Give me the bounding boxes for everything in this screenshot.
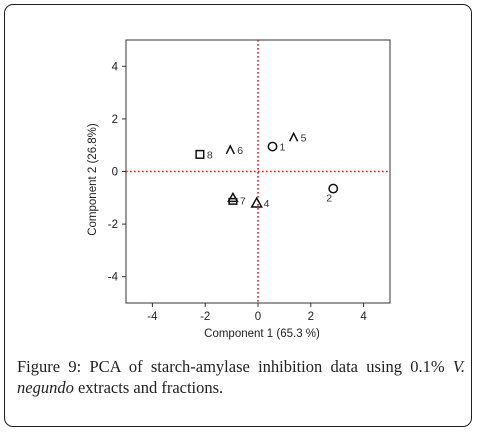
triangle-marker bbox=[227, 191, 239, 203]
y-tick-label: -4 bbox=[108, 272, 119, 284]
data-point-2: 2 bbox=[326, 183, 339, 205]
point-label: 8 bbox=[207, 149, 213, 161]
chevron-marker bbox=[225, 144, 235, 155]
y-tick-label: 0 bbox=[112, 167, 118, 179]
triangle-marker bbox=[250, 196, 263, 208]
reference-lines bbox=[126, 40, 390, 303]
point-label: 1 bbox=[280, 142, 286, 154]
data-point-8: 8 bbox=[195, 149, 213, 161]
point-label: 7 bbox=[240, 195, 246, 207]
square-marker bbox=[195, 149, 205, 159]
x-axis-label: Component 1 (65.3 %) bbox=[204, 328, 320, 340]
point-label: 4 bbox=[264, 198, 270, 210]
y-tick-label: -2 bbox=[108, 219, 118, 231]
data-point-5: 5 bbox=[288, 131, 307, 144]
x-tick-label: 4 bbox=[360, 311, 367, 323]
x-tick-label: 2 bbox=[308, 311, 314, 323]
y-axis-label: Component 2 (26.8%) bbox=[87, 123, 99, 236]
y-tick-label: 2 bbox=[112, 114, 118, 126]
x-tick-label: -2 bbox=[200, 311, 210, 323]
caption-species-name: negundo bbox=[17, 378, 74, 397]
point-label: 2 bbox=[326, 193, 332, 205]
x-tick-label: 0 bbox=[255, 311, 261, 323]
point-label: 5 bbox=[301, 132, 307, 144]
data-point-4: 4 bbox=[250, 196, 270, 210]
data-point-1: 1 bbox=[267, 141, 286, 154]
circle-marker bbox=[267, 141, 278, 152]
x-tick-label: -4 bbox=[147, 311, 158, 323]
data-point-6: 6 bbox=[225, 144, 243, 157]
chevron-marker bbox=[288, 131, 299, 142]
data-points: 1 2 4 5 6 7 8 bbox=[195, 131, 339, 210]
caption-label: Figure 9: bbox=[17, 357, 82, 376]
point-label: 6 bbox=[237, 145, 243, 157]
figure-caption: Figure 9: PCA of starch-amylase inhibiti… bbox=[17, 356, 465, 398]
caption-species-genus: V. bbox=[452, 357, 465, 376]
axis-ticks: -4 -2 0 2 4 -4 -2 0 2 4 bbox=[108, 61, 368, 323]
y-tick-label: 4 bbox=[112, 61, 119, 73]
caption-text-end: extracts and fractions. bbox=[77, 378, 224, 397]
circle-marker bbox=[328, 183, 339, 194]
caption-text: PCA of starch-amylase inhibition data us… bbox=[89, 357, 445, 376]
data-point-7: 7 bbox=[227, 191, 246, 207]
